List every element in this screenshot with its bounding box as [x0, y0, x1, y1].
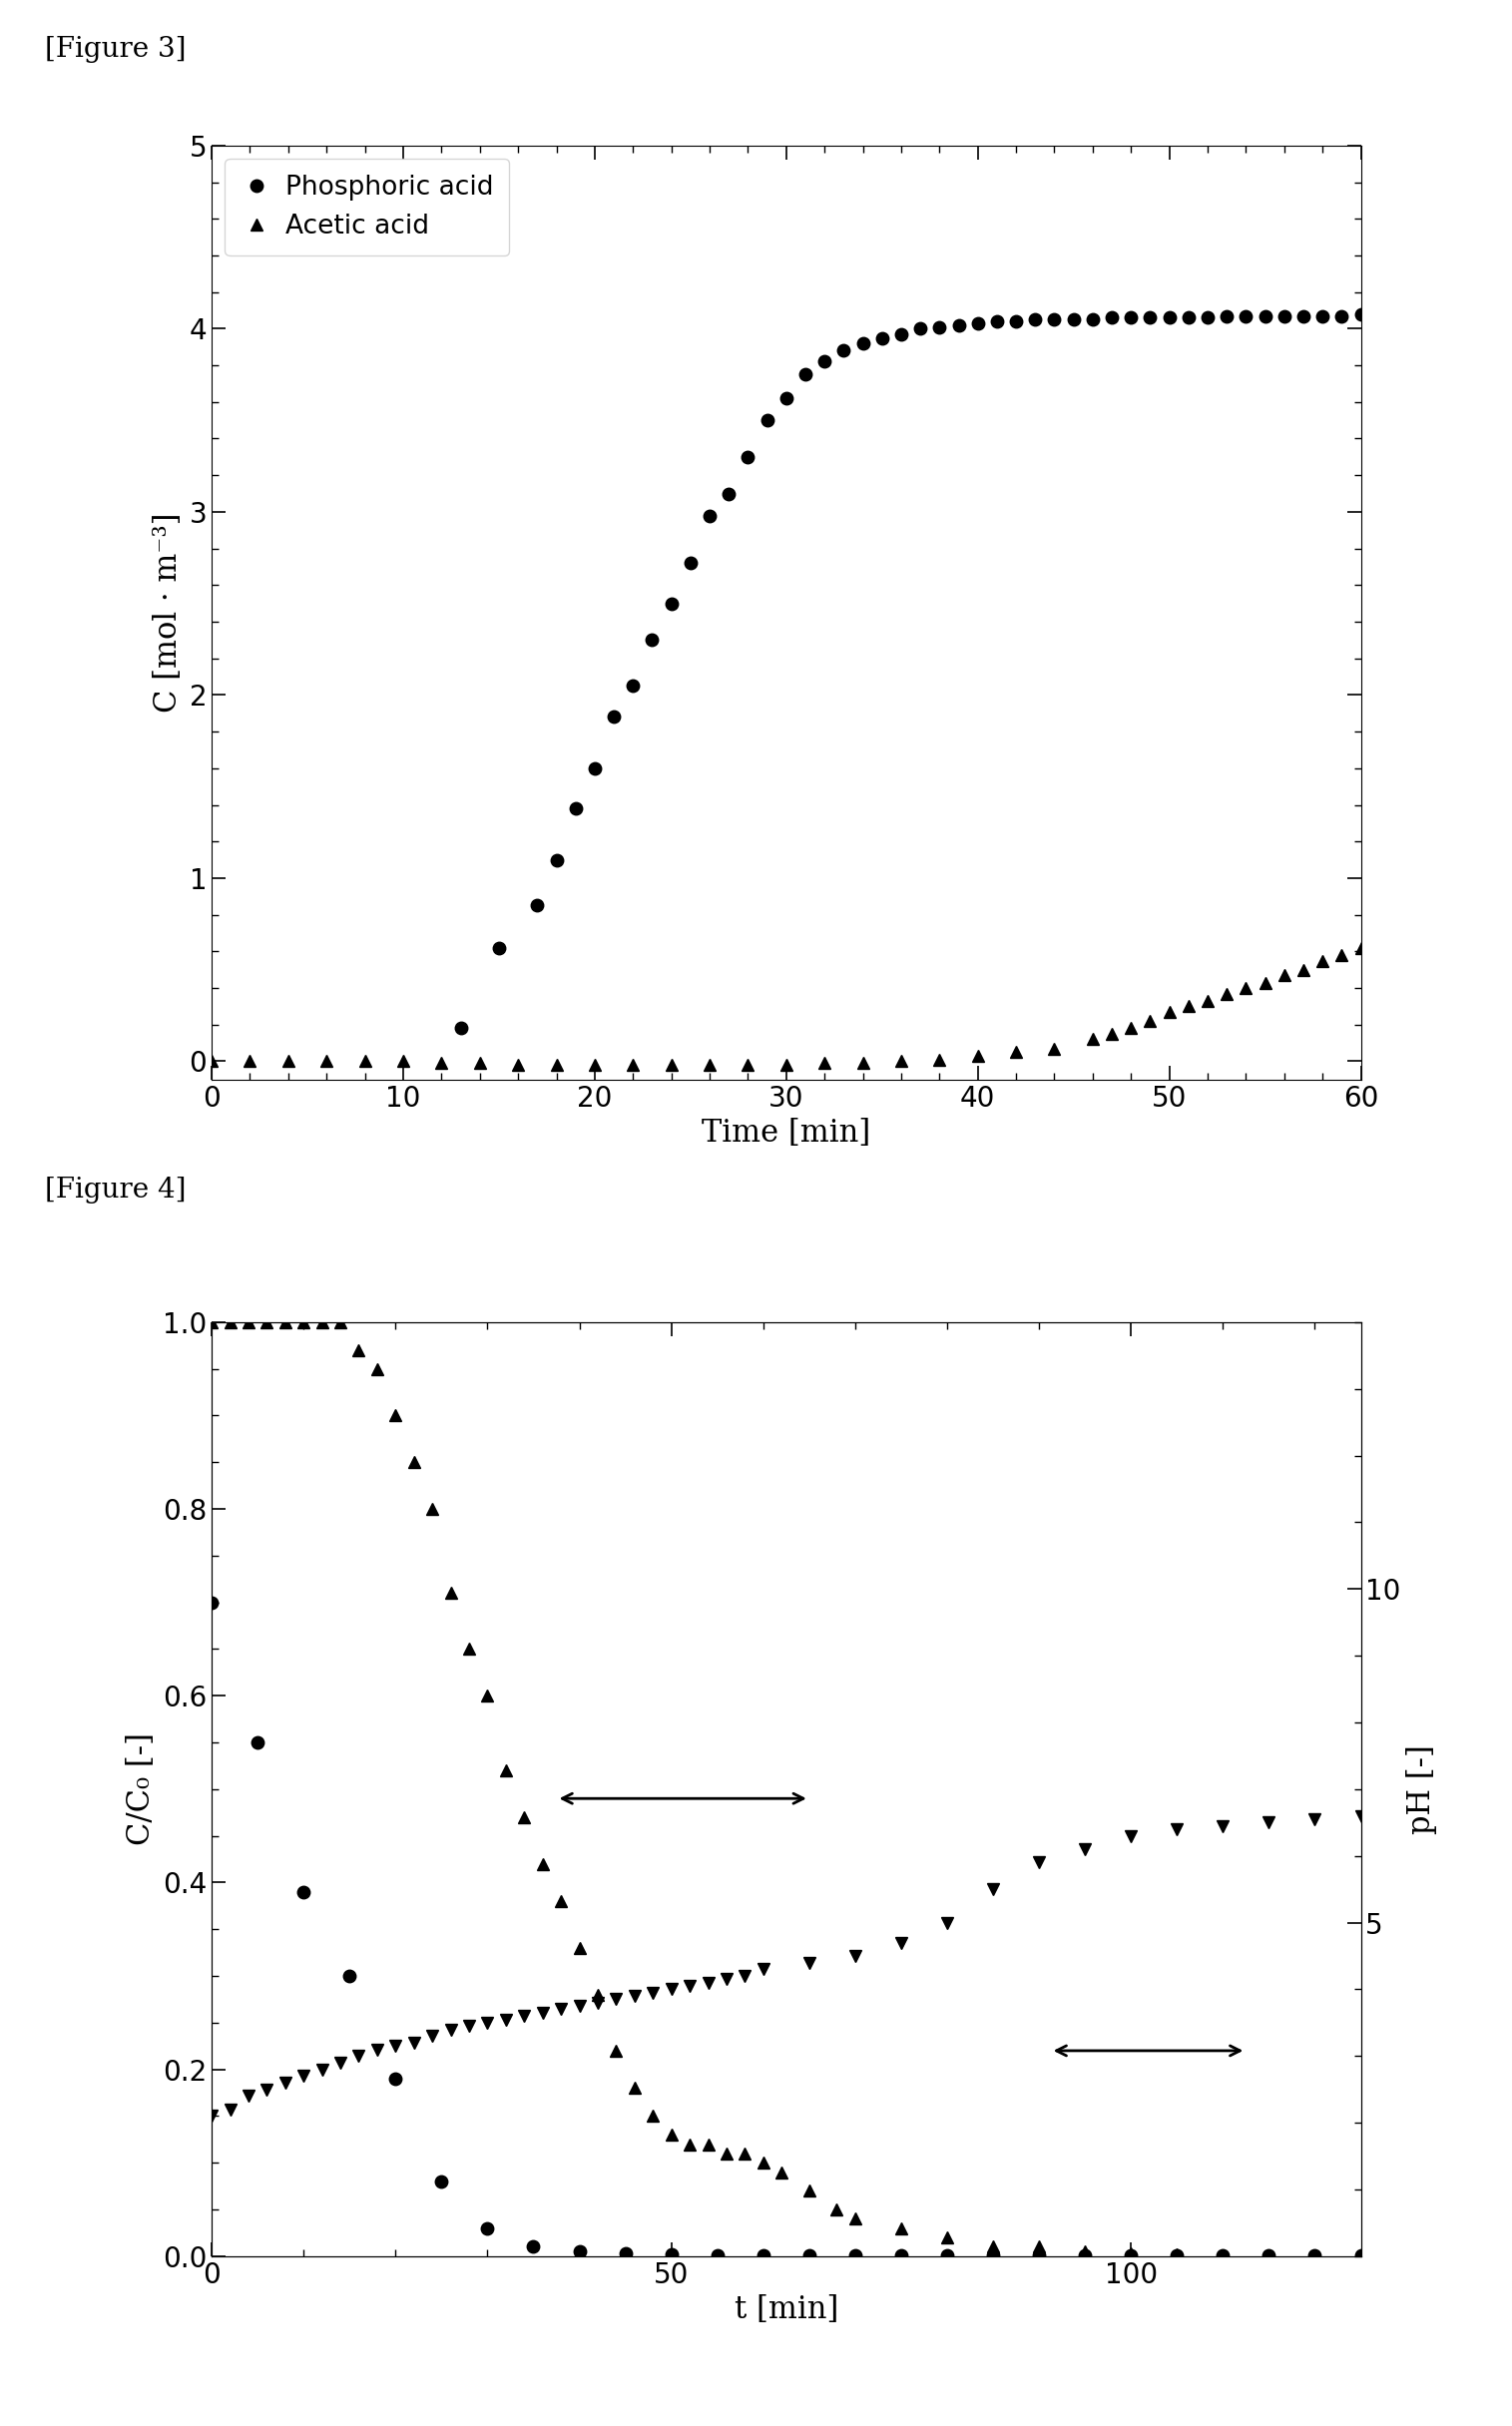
Phosphoric acid — [1160, 303, 1178, 332]
Acetic acid — [1122, 1014, 1140, 1043]
Phosphoric acid — [892, 320, 910, 349]
Phosphoric acid — [585, 754, 603, 784]
Phosphoric acid — [1352, 298, 1370, 328]
Phosphoric acid — [682, 548, 700, 577]
Acetic acid — [280, 1046, 298, 1075]
Phosphoric acid — [490, 934, 508, 963]
Phosphoric acid — [1217, 301, 1235, 330]
Phosphoric acid — [1199, 303, 1217, 332]
Phosphoric acid — [1237, 301, 1255, 330]
Acetic acid — [510, 1050, 528, 1080]
Phosphoric acid — [758, 405, 776, 434]
Acetic acid — [700, 1050, 718, 1080]
Acetic acid — [470, 1048, 488, 1077]
Acetic acid — [585, 1050, 603, 1080]
Y-axis label: C [mol · m⁻³]: C [mol · m⁻³] — [153, 512, 183, 713]
Phosphoric acid — [1314, 301, 1332, 330]
Legend: Phosphoric acid, Acetic acid: Phosphoric acid, Acetic acid — [225, 158, 510, 255]
Acetic acid — [547, 1050, 565, 1080]
Phosphoric acid — [854, 330, 872, 359]
Phosphoric acid — [930, 313, 948, 342]
Phosphoric acid — [987, 306, 1005, 335]
Acetic acid — [355, 1046, 373, 1075]
Acetic acid — [395, 1046, 413, 1075]
Y-axis label: C/C₀ [-]: C/C₀ [-] — [125, 1732, 157, 1846]
Acetic acid — [1352, 934, 1370, 963]
Acetic acid — [1275, 961, 1293, 990]
Acetic acid — [1199, 987, 1217, 1016]
Phosphoric acid — [1007, 306, 1025, 335]
Phosphoric acid — [567, 793, 585, 822]
Phosphoric acid — [912, 313, 930, 342]
Phosphoric acid — [1027, 306, 1045, 335]
Phosphoric acid — [1256, 301, 1275, 330]
Phosphoric acid — [700, 500, 718, 529]
Acetic acid — [240, 1046, 259, 1075]
Acetic acid — [1179, 992, 1198, 1021]
X-axis label: Time [min]: Time [min] — [702, 1118, 871, 1150]
Acetic acid — [1160, 997, 1178, 1026]
Acetic acid — [1084, 1024, 1102, 1053]
Phosphoric acid — [720, 478, 738, 507]
Acetic acid — [624, 1050, 643, 1080]
Phosphoric acid — [1275, 301, 1293, 330]
Y-axis label: pH [-]: pH [-] — [1406, 1744, 1438, 1834]
Phosphoric acid — [624, 672, 643, 701]
Acetic acid — [969, 1041, 987, 1070]
Acetic acid — [1256, 968, 1275, 997]
Acetic acid — [1332, 941, 1350, 970]
Acetic acid — [1142, 1007, 1160, 1036]
Acetic acid — [318, 1046, 336, 1075]
Acetic acid — [1045, 1033, 1063, 1063]
Phosphoric acid — [452, 1014, 470, 1043]
Text: [Figure 4]: [Figure 4] — [45, 1177, 186, 1203]
Phosphoric acid — [1179, 303, 1198, 332]
X-axis label: t [min]: t [min] — [735, 2295, 838, 2327]
Phosphoric acid — [1142, 303, 1160, 332]
Phosphoric acid — [528, 890, 546, 919]
Phosphoric acid — [547, 844, 565, 873]
Phosphoric acid — [777, 383, 795, 412]
Acetic acid — [1217, 980, 1235, 1009]
Acetic acid — [930, 1046, 948, 1075]
Phosphoric acid — [1294, 301, 1312, 330]
Acetic acid — [1314, 946, 1332, 975]
Phosphoric acid — [643, 626, 661, 655]
Phosphoric acid — [662, 590, 680, 619]
Phosphoric acid — [1064, 306, 1083, 335]
Acetic acid — [1237, 973, 1255, 1002]
Acetic acid — [777, 1050, 795, 1080]
Phosphoric acid — [1332, 301, 1350, 330]
Phosphoric acid — [835, 337, 853, 366]
Phosphoric acid — [950, 311, 968, 340]
Acetic acid — [739, 1050, 758, 1080]
Acetic acid — [892, 1046, 910, 1075]
Acetic acid — [203, 1046, 221, 1075]
Phosphoric acid — [739, 442, 758, 471]
Acetic acid — [1102, 1019, 1120, 1048]
Phosphoric acid — [815, 347, 833, 376]
Acetic acid — [815, 1048, 833, 1077]
Text: [Figure 3]: [Figure 3] — [45, 36, 186, 63]
Phosphoric acid — [1045, 306, 1063, 335]
Acetic acid — [432, 1048, 451, 1077]
Phosphoric acid — [1122, 303, 1140, 332]
Acetic acid — [1007, 1038, 1025, 1067]
Phosphoric acid — [797, 359, 815, 388]
Acetic acid — [854, 1048, 872, 1077]
Phosphoric acid — [1102, 303, 1120, 332]
Line: Phosphoric acid: Phosphoric acid — [455, 308, 1367, 1033]
Phosphoric acid — [969, 308, 987, 337]
Line: Acetic acid: Acetic acid — [206, 941, 1367, 1072]
Phosphoric acid — [1084, 306, 1102, 335]
Phosphoric acid — [605, 704, 623, 733]
Acetic acid — [1294, 956, 1312, 985]
Acetic acid — [662, 1050, 680, 1080]
Phosphoric acid — [872, 323, 891, 352]
